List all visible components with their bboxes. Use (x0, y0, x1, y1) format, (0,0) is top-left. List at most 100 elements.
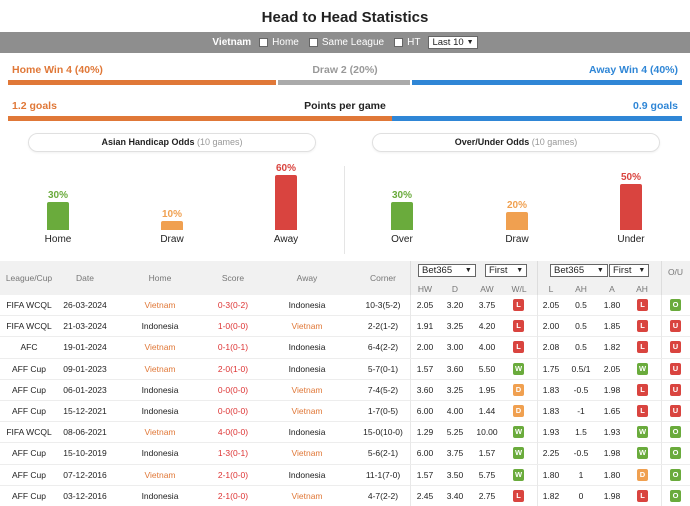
ou-badge: U (670, 383, 681, 396)
bookmaker-select-2[interactable]: Bet365 ▼ (550, 264, 608, 277)
cell-away: Vietnam (291, 384, 323, 395)
cell-a: 1.98 (603, 490, 621, 501)
wl-badge: D (513, 383, 524, 396)
cell-hw: 6.00 (416, 405, 434, 416)
cell-score[interactable]: 2-1(0-0) (217, 469, 249, 480)
table-row[interactable]: AFF Cup 07-12-2016 Vietnam 2-1(0-0) Indonesi… (0, 464, 690, 486)
cell-l: 1.83 (542, 384, 560, 395)
cell-score[interactable]: 1-3(0-1) (217, 448, 249, 459)
cell-hw: 2.45 (416, 490, 434, 501)
stat-percent: 10% (161, 209, 182, 220)
cell-away: Vietnam (291, 321, 323, 332)
filter-bar: Vietnam Home Same League HT Last 10 ▼ (0, 32, 690, 53)
header-aw: AW (480, 284, 494, 294)
cell-corner: 1-7(0-5) (367, 405, 399, 416)
column-divider (661, 358, 662, 380)
period-select-2-value: First (613, 265, 632, 276)
cell-date: 26-03-2024 (63, 300, 107, 310)
cell-away: Indonesia (288, 342, 326, 353)
cell-score[interactable]: 4-0(0-0) (217, 427, 249, 438)
cell-aw: 1.44 (478, 405, 496, 416)
draw-label: Draw 2 (20%) (312, 64, 378, 76)
cell-score[interactable]: 2-0(1-0) (217, 363, 249, 374)
cell-date: 06-01-2023 (63, 384, 107, 395)
cell-league: AFF Cup (11, 490, 46, 501)
cell-d: 3.25 (446, 321, 464, 332)
cell-d: 3.00 (446, 342, 464, 353)
cell-l: 2.00 (542, 321, 560, 332)
column-divider (537, 485, 538, 506)
home-win-label: Home Win 4 (40%) (12, 64, 103, 76)
ah-badge: W (637, 447, 648, 460)
cell-l: 2.25 (542, 448, 560, 459)
cell-ah: -1 (577, 405, 585, 416)
over-under-label: Over/Under Odds (454, 137, 530, 147)
header-divider (537, 261, 538, 295)
header-ah: AH (575, 284, 587, 294)
same-league-checkbox-label: Same League (321, 37, 385, 48)
table-row[interactable]: AFF Cup 03-12-2016 Indonesia 2-1(0-0) Vietna… (0, 485, 690, 506)
wl-badge: W (513, 362, 524, 375)
asian-handicap-tab[interactable]: Asian Handicap Odds (10 games) (28, 133, 316, 152)
cell-league: FIFA WCQL (6, 300, 52, 310)
cell-corner: 6-4(2-2) (367, 342, 399, 353)
over-under-tab[interactable]: Over/Under Odds (10 games) (372, 133, 660, 152)
cell-aw: 1.57 (478, 448, 496, 459)
ht-checkbox[interactable] (394, 38, 404, 47)
cell-l: 1.93 (542, 427, 560, 438)
stat-name: Home (44, 234, 72, 245)
cell-score[interactable]: 2-1(0-0) (217, 490, 249, 501)
ou-badge: O (670, 468, 681, 481)
period-select-1[interactable]: First ▼ (485, 264, 528, 277)
table-row[interactable]: AFF Cup 09-01-2023 Vietnam 2-0(1-0) Indonesi… (0, 358, 690, 380)
header-d: D (451, 284, 459, 294)
cell-score[interactable]: 0-1(0-1) (217, 342, 249, 353)
ah-badge: W (637, 362, 648, 375)
cell-away: Indonesia (288, 427, 326, 438)
last-games-select[interactable]: Last 10 ▼ (428, 36, 478, 49)
cell-ah: 0.5 (575, 342, 587, 353)
column-divider (410, 358, 411, 380)
cell-away: Vietnam (291, 490, 323, 501)
cell-date: 07-12-2016 (63, 469, 107, 480)
last-games-select-value: Last 10 (432, 37, 464, 48)
cell-home: Vietnam (144, 469, 176, 480)
cell-home: Vietnam (144, 363, 176, 374)
cell-hw: 1.29 (416, 427, 434, 438)
header-ah2: AH (636, 284, 648, 294)
stat-bar (506, 212, 528, 230)
table-row[interactable]: FIFA WCQL 26-03-2024 Vietnam 0-3(0-2) Indone… (0, 295, 690, 317)
cell-league: AFC (20, 342, 38, 353)
asian-handicap-label: Asian Handicap Odds (101, 137, 195, 147)
cell-aw: 3.75 (478, 300, 496, 310)
table-row[interactable]: FIFA WCQL 08-06-2021 Vietnam 4-0(0-0) Indone… (0, 422, 690, 444)
bookmaker-select-1[interactable]: Bet365 ▼ (418, 264, 476, 277)
cell-score[interactable]: 0-3(0-2) (217, 300, 249, 310)
column-divider (661, 485, 662, 506)
ah-badge: L (637, 489, 648, 502)
column-divider (410, 295, 411, 316)
cell-ah: 0 (578, 490, 584, 501)
header-date: Date (76, 273, 94, 283)
table-row[interactable]: AFC 19-01-2024 Vietnam 0-1(0-1) Indonesia 6-4… (0, 337, 690, 359)
home-checkbox[interactable] (259, 38, 269, 47)
period-select-2[interactable]: First ▼ (609, 264, 650, 277)
cell-l: 1.75 (542, 363, 560, 374)
column-divider (661, 400, 662, 422)
cell-aw: 5.50 (478, 363, 496, 374)
table-row[interactable]: AFF Cup 06-01-2023 Indonesia 0-0(0-0) Vietna… (0, 379, 690, 401)
table-row[interactable]: AFF Cup 15-12-2021 Indonesia 0-0(0-0) Vietna… (0, 400, 690, 423)
cell-a: 1.80 (603, 469, 621, 480)
same-league-checkbox[interactable] (308, 38, 318, 47)
column-divider (661, 443, 662, 465)
cell-score[interactable]: 0-0(0-0) (217, 384, 249, 395)
table-row[interactable]: FIFA WCQL 21-03-2024 Indonesia 1-0(0-0) Viet… (0, 316, 690, 338)
column-divider (537, 337, 538, 359)
cell-score[interactable]: 0-0(0-0) (217, 405, 249, 416)
cell-hw: 2.05 (416, 300, 434, 310)
cell-score[interactable]: 1-0(0-0) (217, 321, 249, 332)
bookmaker-select-1-value: Bet365 (422, 265, 453, 276)
header-corner: Corner (370, 273, 396, 283)
table-row[interactable]: AFF Cup 15-10-2019 Indonesia 1-3(0-1) Vietna… (0, 443, 690, 465)
away-win-bar (412, 80, 682, 85)
